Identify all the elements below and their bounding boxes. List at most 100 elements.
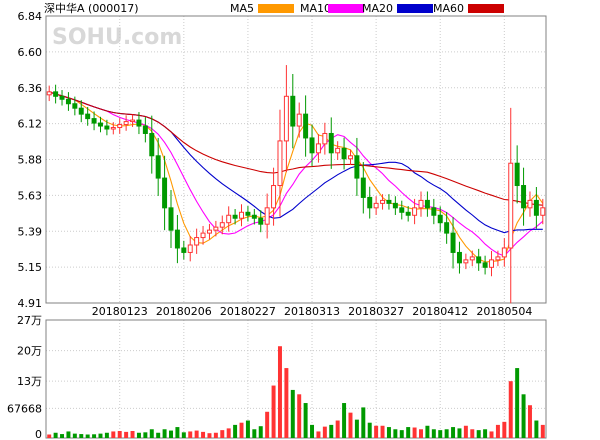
candle-body [72, 103, 78, 109]
candle-body [277, 140, 283, 187]
volume-bar [92, 434, 97, 438]
candlestick [514, 145, 520, 204]
candlestick [380, 194, 386, 210]
candle-body [59, 95, 65, 100]
legend-swatch-ma60 [468, 4, 504, 13]
candlestick [360, 162, 366, 214]
candle-body [290, 95, 296, 127]
legend-label-ma10: MA10 [300, 2, 331, 15]
volume-bar [79, 434, 84, 438]
candlestick [322, 122, 328, 155]
candlestick [476, 248, 482, 271]
volume-tick-label: 27万 [17, 314, 42, 327]
volume-bar [175, 427, 180, 438]
volume-bar [361, 407, 366, 438]
price-axis: 6.84 6.60 6.36 6.12 5.88 5.63 5.39 5.15 4.91 [18, 10, 43, 310]
candle-body [91, 118, 97, 124]
candlestick [251, 209, 257, 225]
candle-body [303, 113, 309, 139]
candlestick [264, 193, 270, 239]
candle-body [540, 207, 546, 216]
legend-swatch-ma5 [258, 4, 294, 13]
volume-bar [207, 433, 212, 438]
volume-bar [258, 426, 263, 438]
candle-body [373, 202, 379, 209]
volume-bar [194, 430, 199, 438]
candlestick [136, 112, 142, 135]
date-tick-label: 20180206 [156, 305, 212, 318]
volume-bar [265, 411, 270, 438]
candle-body [264, 207, 270, 225]
volume-bar [463, 425, 468, 438]
volume-bar [104, 432, 109, 438]
candlestick [98, 116, 103, 133]
volume-bar [399, 430, 404, 438]
candlestick [367, 186, 373, 219]
ma5-line [49, 91, 544, 263]
candlestick [168, 189, 174, 248]
candle-body [296, 113, 302, 127]
candlestick [533, 187, 539, 229]
candle-body [162, 177, 168, 209]
candlestick [162, 155, 168, 231]
volume-tick-label: 20万 [17, 345, 42, 358]
legend-swatch-ma10 [328, 4, 364, 13]
volume-axis: 27万 20万 13万 67668 0 [7, 314, 42, 440]
volume-bar [431, 429, 436, 438]
candlestick [444, 211, 450, 244]
plot-frame [45, 15, 547, 439]
candlestick [104, 119, 110, 136]
volume-bar [162, 429, 167, 438]
candle-body [341, 147, 347, 160]
candle-body [367, 196, 373, 209]
candle-body [168, 207, 174, 231]
candle-body [476, 256, 482, 264]
moving-average-lines [49, 91, 544, 263]
volume-bar [540, 424, 545, 438]
volume-bar [117, 431, 122, 438]
candle-body [181, 247, 187, 253]
volume-bar [239, 422, 244, 438]
candle-body [508, 162, 514, 249]
price-tick-label: 4.91 [18, 297, 43, 310]
candlestick [174, 214, 180, 264]
candlestick [418, 191, 424, 217]
volume-bar [476, 430, 481, 438]
candlestick [303, 95, 309, 157]
candlestick [482, 255, 488, 275]
price-panel-border [45, 15, 547, 304]
price-tick-label: 6.84 [18, 10, 43, 23]
candle-body [348, 155, 353, 160]
candlestick [142, 117, 148, 143]
date-tick-label: 20180412 [412, 305, 468, 318]
candle-body [309, 137, 315, 154]
candlestick [521, 167, 527, 226]
candle-body [380, 199, 386, 204]
candlestick [232, 209, 238, 225]
date-tick-label: 20180123 [92, 305, 148, 318]
candle-body [399, 207, 405, 213]
volume-bar [53, 432, 58, 438]
candle-body [514, 162, 520, 187]
candle-body [271, 185, 277, 209]
legend-label-ma20: MA20 [362, 2, 393, 15]
candlestick [213, 220, 219, 237]
candlestick [463, 253, 469, 270]
candle-body [469, 256, 475, 261]
candlestick [412, 198, 418, 225]
candle-body [251, 214, 257, 219]
date-tick-label: 20180504 [476, 305, 532, 318]
candle-body [418, 199, 424, 209]
volume-bar [374, 425, 379, 438]
volume-bar [252, 429, 257, 438]
candlestick [540, 198, 546, 225]
candlestick [91, 111, 97, 131]
volume-bar [354, 419, 359, 438]
volume-bar [213, 432, 218, 438]
volume-panel-border [45, 319, 547, 439]
candle-body [245, 211, 251, 216]
ma60-line [49, 91, 543, 206]
candle-body [527, 199, 533, 209]
volume-bar [72, 433, 77, 438]
